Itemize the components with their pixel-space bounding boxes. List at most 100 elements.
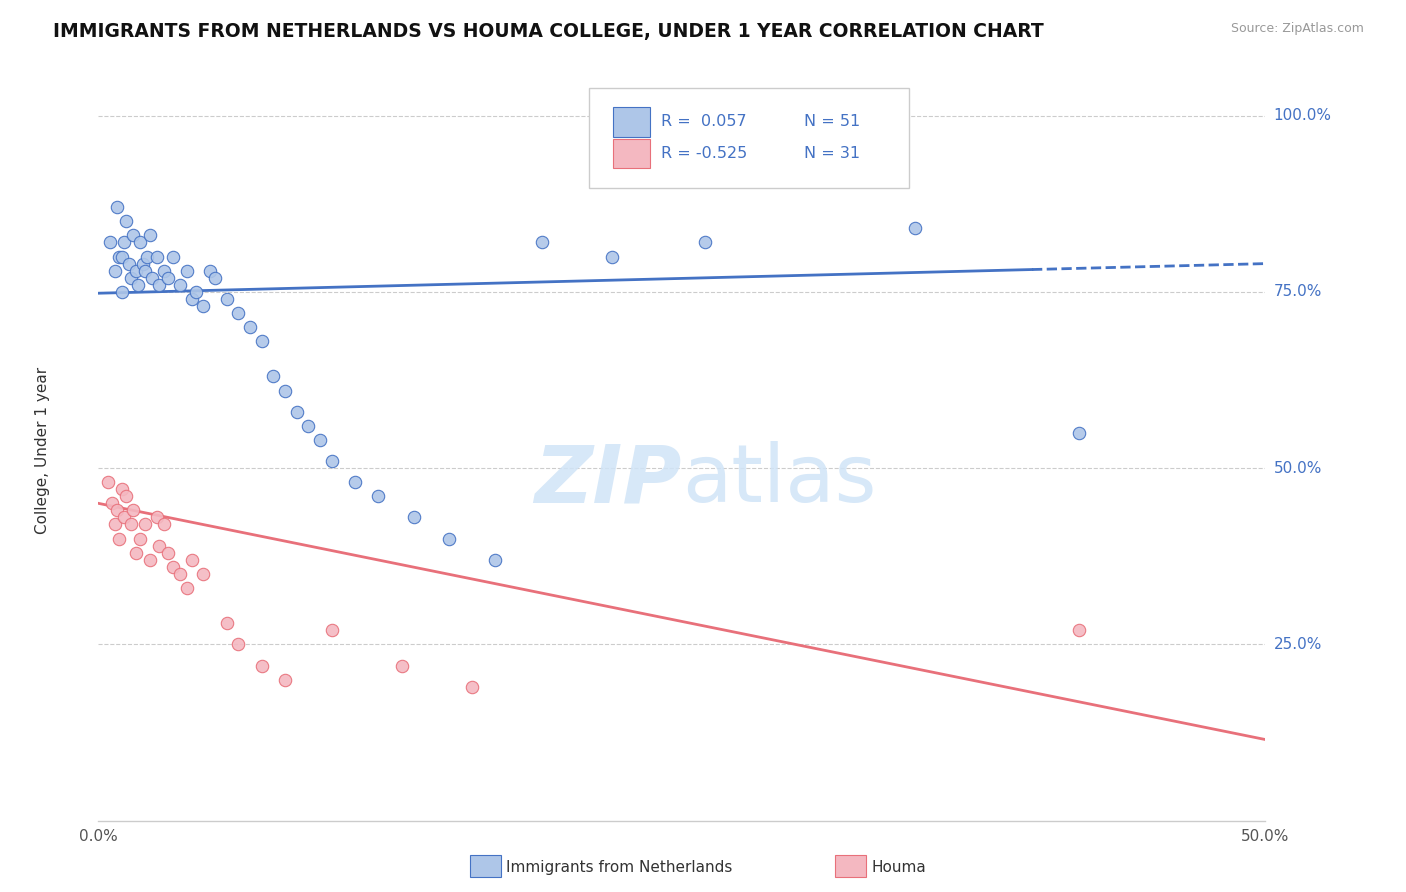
Point [274,384,297,398]
Point [139,553,162,567]
Point [180,553,202,567]
Point [1067,425,1090,440]
Point [162,559,184,574]
Text: Source: ZipAtlas.com: Source: ZipAtlas.com [1230,22,1364,36]
Point [904,221,927,235]
Point [215,292,238,306]
Point [101,496,124,510]
Point [108,532,131,546]
Point [367,489,389,503]
Point [180,292,202,306]
Point [285,405,308,419]
Point [162,250,184,264]
Point [146,250,169,264]
Point [695,235,717,250]
Point [97,475,120,490]
Text: 100.0%: 100.0% [1274,108,1331,123]
Point [600,250,623,264]
Point [193,299,215,313]
Point [105,200,128,214]
Point [146,510,169,524]
Point [239,320,262,334]
Point [321,624,343,638]
Point [112,235,135,250]
Point [148,277,170,292]
Point [402,510,425,524]
Point [186,285,208,299]
Text: Houma: Houma [872,860,927,874]
Point [125,546,148,560]
Text: atlas: atlas [682,441,876,519]
Point [139,228,162,243]
Point [250,334,273,348]
Text: 75.0%: 75.0% [1274,285,1322,300]
Point [228,637,250,651]
Point [157,270,180,285]
Point [111,285,134,299]
Point [228,306,250,320]
Point [136,250,159,264]
Text: N = 51: N = 51 [804,114,860,129]
Point [122,228,145,243]
Point [132,257,155,271]
FancyBboxPatch shape [613,107,651,136]
Point [127,277,149,292]
Text: IMMIGRANTS FROM NETHERLANDS VS HOUMA COLLEGE, UNDER 1 YEAR CORRELATION CHART: IMMIGRANTS FROM NETHERLANDS VS HOUMA COL… [53,22,1045,41]
Point [250,658,273,673]
FancyBboxPatch shape [613,139,651,169]
Point [391,658,413,673]
Point [105,503,128,517]
Point [104,263,127,277]
FancyBboxPatch shape [589,87,910,187]
Point [200,263,222,277]
Point [118,257,141,271]
Point [141,270,163,285]
Point [120,517,142,532]
Point [98,235,121,250]
Point [120,270,142,285]
Point [108,250,131,264]
Point [193,566,215,581]
Point [125,263,148,277]
Text: ZIP: ZIP [534,441,682,519]
Point [111,482,134,496]
Point [112,510,135,524]
Point [215,616,238,631]
Point [437,532,460,546]
Point [134,263,156,277]
Point [152,263,174,277]
Point [530,235,553,250]
Point [111,250,134,264]
Point [176,581,198,595]
Point [309,433,332,447]
Point [297,418,319,433]
Point [169,277,191,292]
Point [157,546,180,560]
Point [204,270,226,285]
Point [115,489,138,503]
Point [274,673,297,687]
Point [104,517,127,532]
Point [321,454,343,468]
Text: College, Under 1 year: College, Under 1 year [35,367,49,534]
Point [129,532,152,546]
Point [134,517,156,532]
Point [176,263,198,277]
Text: 50.0%: 50.0% [1274,460,1322,475]
Text: 25.0%: 25.0% [1274,637,1322,652]
Point [344,475,367,490]
Point [461,680,484,694]
Point [122,503,145,517]
Point [1067,624,1090,638]
Text: R =  0.057: R = 0.057 [661,114,747,129]
Point [115,214,138,228]
Point [129,235,152,250]
Point [169,566,191,581]
Text: N = 31: N = 31 [804,146,860,161]
Point [262,369,284,384]
Point [148,539,170,553]
Point [484,553,506,567]
Text: R = -0.525: R = -0.525 [661,146,747,161]
Text: Immigrants from Netherlands: Immigrants from Netherlands [506,860,733,874]
Point [152,517,174,532]
